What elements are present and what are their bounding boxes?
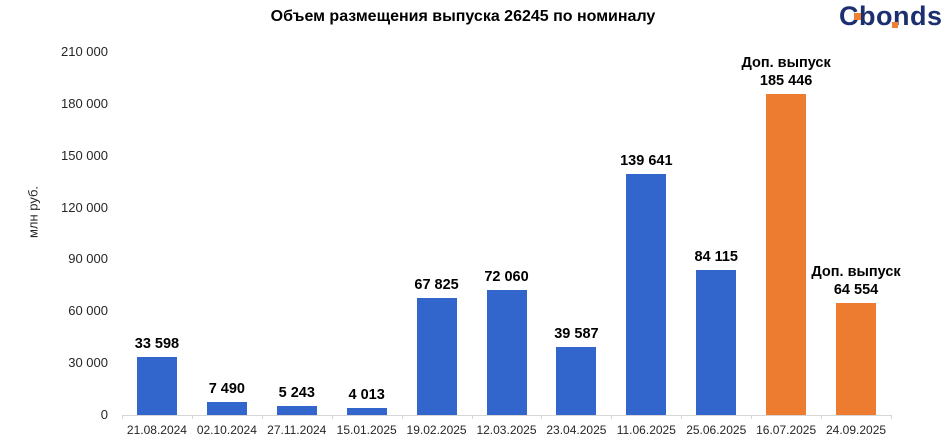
y-tick-label: 210 000 [61, 44, 108, 59]
cbonds-logo: Cbonds [839, 2, 943, 32]
bar-value-label: 5 243 [278, 384, 315, 401]
bar-value-label: 4 013 [348, 387, 385, 404]
chart-title: Объем размещения выпуска 26245 по номина… [270, 8, 656, 25]
y-tick-label: 0 [100, 407, 108, 422]
bar-value-label: 72 060 [484, 269, 529, 286]
bar-value: 185 446 [759, 73, 813, 90]
x-axis-tick [821, 415, 823, 419]
x-axis-category-label: 19.02.2025 [406, 423, 467, 437]
bar-value-label: 139 641 [620, 152, 673, 169]
bar-value-label: Доп. выпуск 64 554 [781, 263, 931, 299]
bar-value-label: 39 587 [554, 325, 599, 342]
bar-value-label: 7 490 [208, 381, 245, 398]
y-tick-label: 30 000 [68, 355, 108, 371]
x-axis-category-label: 25.06.2025 [686, 423, 747, 437]
x-axis-tick [191, 415, 193, 419]
x-axis-tick [331, 415, 333, 419]
bar-02.10.2024 [206, 402, 247, 415]
x-axis-tick [541, 415, 543, 419]
bar-25.06.2025 [696, 269, 737, 415]
y-tick-label: 120 000 [61, 199, 108, 215]
logo-orange-square-icon [854, 13, 861, 20]
x-axis-tick [122, 415, 123, 419]
bar-19.02.2025 [416, 297, 457, 415]
bar-24.09.2025 [836, 303, 877, 415]
x-axis-tick [891, 415, 892, 419]
bar-23.04.2025 [556, 346, 597, 415]
x-axis-category-label: 24.09.2025 [826, 423, 887, 437]
x-axis-tick [471, 415, 473, 419]
x-axis-category-label: 23.04.2025 [546, 423, 607, 437]
x-axis-tick [751, 415, 753, 419]
x-axis-category-label: 12.03.2025 [476, 423, 537, 437]
bar-value-label: 84 115 [694, 248, 738, 265]
bar-annotation: Доп. выпуск [811, 264, 901, 281]
bar-value-label: 67 825 [414, 276, 459, 293]
bar-value: 64 554 [833, 282, 879, 299]
bar-value-label: 33 598 [134, 335, 180, 352]
bar-15.01.2025 [346, 408, 387, 415]
x-axis-category-label: 27.11.2024 [267, 423, 327, 437]
y-tick-label: 180 000 [61, 95, 108, 111]
x-axis-tick [401, 415, 403, 419]
bar-16.07.2025 [766, 94, 807, 415]
bar-21.08.2024 [136, 356, 177, 415]
x-axis-category-label: 11.06.2025 [616, 423, 676, 437]
x-axis-tick [611, 415, 613, 419]
x-axis-category-label: 21.08.2024 [126, 423, 187, 437]
x-axis-category-label: 15.01.2025 [336, 423, 397, 437]
x-axis-tick [681, 415, 683, 419]
logo-orange-square-small-icon [892, 22, 898, 28]
bar-27.11.2024 [276, 405, 317, 415]
bar-12.03.2025 [486, 290, 527, 415]
bar-11.06.2025 [626, 173, 667, 415]
y-tick-label: 60 000 [68, 303, 108, 319]
y-tick-label: 150 000 [61, 147, 108, 163]
bar-annotation: Доп. выпуск [741, 55, 831, 72]
x-axis-category-label: 16.07.2025 [756, 423, 817, 437]
bar-value-label: Доп. выпуск 185 446 [711, 54, 861, 90]
y-tick-label: 90 000 [68, 251, 108, 267]
x-axis-tick [261, 415, 263, 419]
x-axis-line [122, 415, 891, 416]
x-axis-category-label: 02.10.2024 [196, 423, 257, 437]
